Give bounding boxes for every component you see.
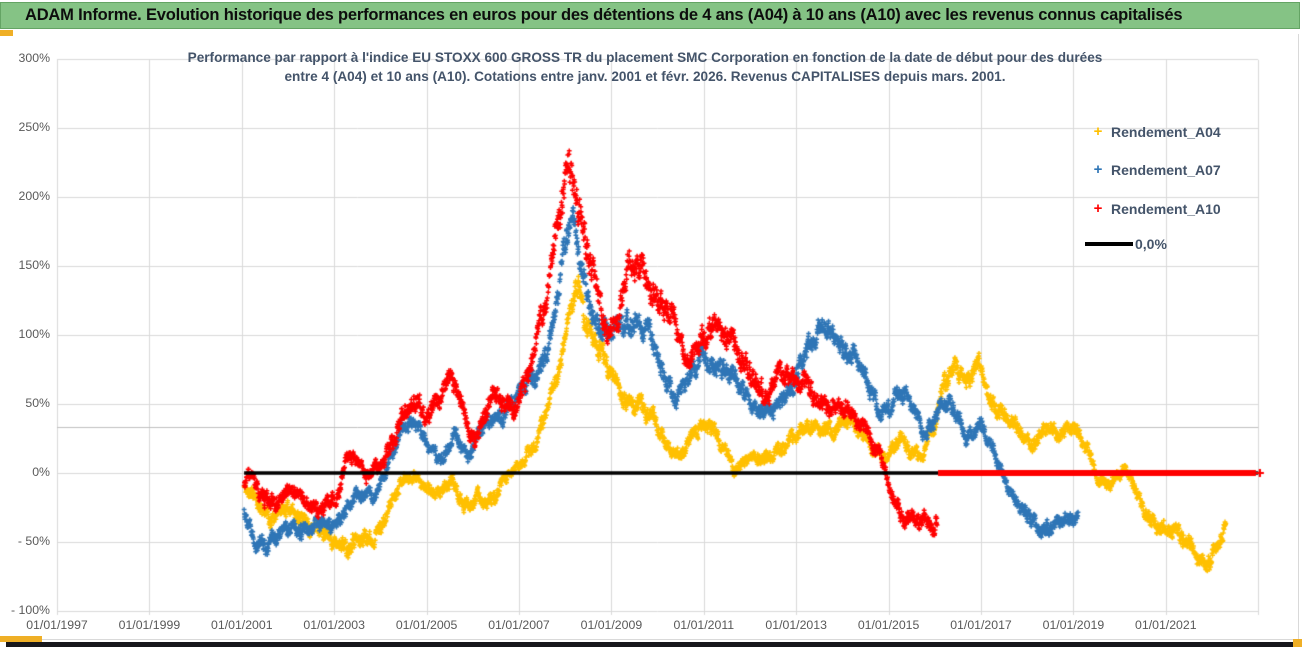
x-axis-tick-label: 01/01/2021: [1135, 618, 1197, 632]
y-axis-tick-label: 150%: [18, 258, 50, 272]
y-axis-tick-label: 250%: [18, 120, 50, 134]
legend-item-a04[interactable]: + Rendement_A04: [1085, 122, 1221, 142]
zero-line-icon: [1085, 242, 1133, 246]
x-axis-tick-label: 01/01/2005: [395, 618, 458, 632]
legend-label: Rendement_A04: [1111, 124, 1221, 140]
y-axis-tick-label: - 100%: [11, 603, 50, 617]
x-axis-tick-label: 01/01/2013: [765, 618, 827, 632]
chart-title-line2: entre 4 (A04) et 10 ans (A10). Cotations…: [284, 69, 1006, 84]
y-axis-tick-label: 200%: [18, 189, 50, 203]
y-axis-tick-label: - 50%: [17, 534, 50, 548]
chart-bottom-border: [0, 639, 1302, 640]
x-axis-tick-label: 01/01/2001: [211, 618, 273, 632]
plus-marker-icon: +: [1093, 200, 1103, 217]
legend-label: Rendement_A10: [1111, 201, 1221, 217]
y-axis-tick-label: 0%: [32, 465, 50, 479]
chart-title: Performance par rapport à l'indice EU ST…: [130, 48, 1160, 86]
legend-label: Rendement_A07: [1111, 162, 1221, 178]
legend-item-a07[interactable]: + Rendement_A07: [1085, 160, 1221, 180]
plus-marker-icon: +: [1093, 161, 1103, 178]
x-axis-tick-label: 01/01/2007: [488, 618, 550, 632]
chart-right-border: [1298, 34, 1299, 640]
plus-marker-icon: +: [1093, 123, 1103, 140]
x-axis-tick-label: 01/01/2015: [857, 618, 920, 632]
x-axis-tick-label: 01/01/2009: [580, 618, 643, 632]
y-axis-tick-label: 50%: [25, 396, 50, 410]
legend-label: 0,0%: [1135, 236, 1167, 252]
gold-accent-bottom-right: [1293, 639, 1302, 647]
y-axis-tick-label: 300%: [18, 51, 50, 65]
x-axis-tick-label: 01/01/1999: [118, 618, 181, 632]
legend-item-a10[interactable]: + Rendement_A10: [1085, 199, 1221, 219]
x-axis-tick-label: 01/01/2003: [303, 618, 365, 632]
bottom-bar: [6, 642, 1295, 647]
x-axis-tick-label: 01/01/2017: [950, 618, 1012, 632]
legend-item-zero-line[interactable]: 0,0%: [1085, 234, 1167, 254]
x-axis-tick-label: 01/01/2019: [1042, 618, 1105, 632]
x-axis-tick-label: 01/01/1997: [26, 618, 88, 632]
gold-accent-bottom-left: [0, 636, 42, 642]
x-axis-tick-label: 01/01/2011: [673, 618, 735, 632]
chart-title-line1: Performance par rapport à l'indice EU ST…: [187, 50, 1103, 65]
y-axis-tick-label: 100%: [18, 327, 50, 341]
